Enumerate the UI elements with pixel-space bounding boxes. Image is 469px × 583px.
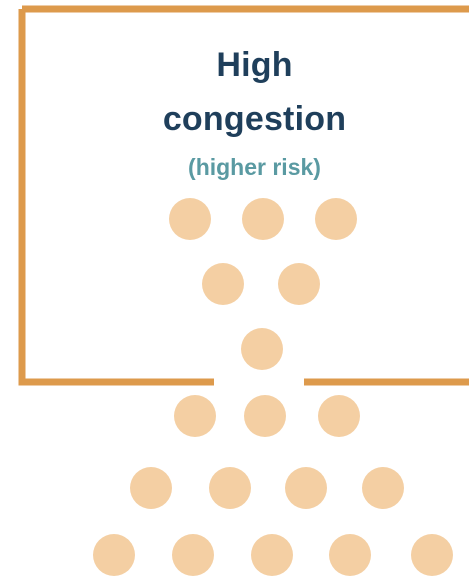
title-line-1: High bbox=[216, 46, 293, 84]
outside-person-dot-r4-c3 bbox=[318, 395, 360, 437]
outside-person-dot-r6-c2 bbox=[172, 534, 214, 576]
title-line-2: congestion bbox=[162, 100, 347, 138]
outside-person-dot-r6-c1 bbox=[93, 534, 135, 576]
outside-person-dot-r6-c4 bbox=[329, 534, 371, 576]
inside-person-dot-r1-c3 bbox=[315, 198, 357, 240]
inside-person-dot-r2-c2 bbox=[278, 263, 320, 305]
inside-person-dot-r1-c1 bbox=[169, 198, 211, 240]
inside-person-dot-r2-c1 bbox=[202, 263, 244, 305]
outside-person-dot-r5-c1 bbox=[130, 467, 172, 509]
container-border bbox=[18, 5, 469, 386]
inside-person-dot-r1-c2 bbox=[242, 198, 284, 240]
outside-person-dot-r4-c2 bbox=[244, 395, 286, 437]
subtitle: (higher risk) bbox=[188, 154, 321, 180]
people-dots bbox=[93, 198, 453, 576]
outside-person-dot-r6-c5 bbox=[411, 534, 453, 576]
outside-person-dot-r5-c4 bbox=[362, 467, 404, 509]
outside-person-dot-r5-c2 bbox=[209, 467, 251, 509]
outside-person-dot-r5-c3 bbox=[285, 467, 327, 509]
outside-person-dot-r4-c1 bbox=[174, 395, 216, 437]
inside-person-dot-r3-c1 bbox=[241, 328, 283, 370]
outside-person-dot-r6-c3 bbox=[251, 534, 293, 576]
